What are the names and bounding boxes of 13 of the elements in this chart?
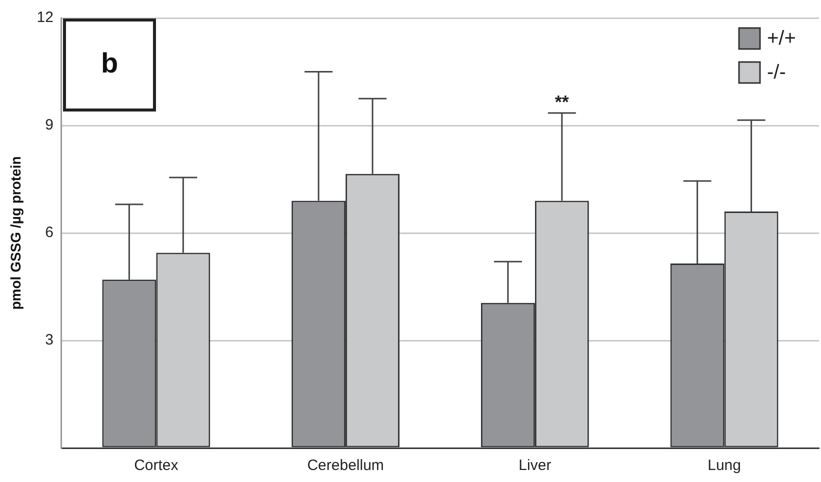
y-tick-label: 12 [36,9,54,26]
x-tick-label: Cerebellum [307,457,384,474]
y-tick-label: 9 [45,116,54,134]
y-tick-label: 3 [45,332,54,349]
x-tick-label: Lung [708,457,741,474]
annotation: b [100,48,118,79]
x-tick-label: Liver [518,457,552,474]
y-axis-title: pmol GSSG /µg protein [7,156,24,310]
x-tick-label: Cortex [134,457,179,474]
y-tick-label: 6 [45,224,54,242]
annotation: ** [554,92,569,112]
legend-label: +/+ [767,28,796,50]
legend-label: -/- [767,62,786,84]
